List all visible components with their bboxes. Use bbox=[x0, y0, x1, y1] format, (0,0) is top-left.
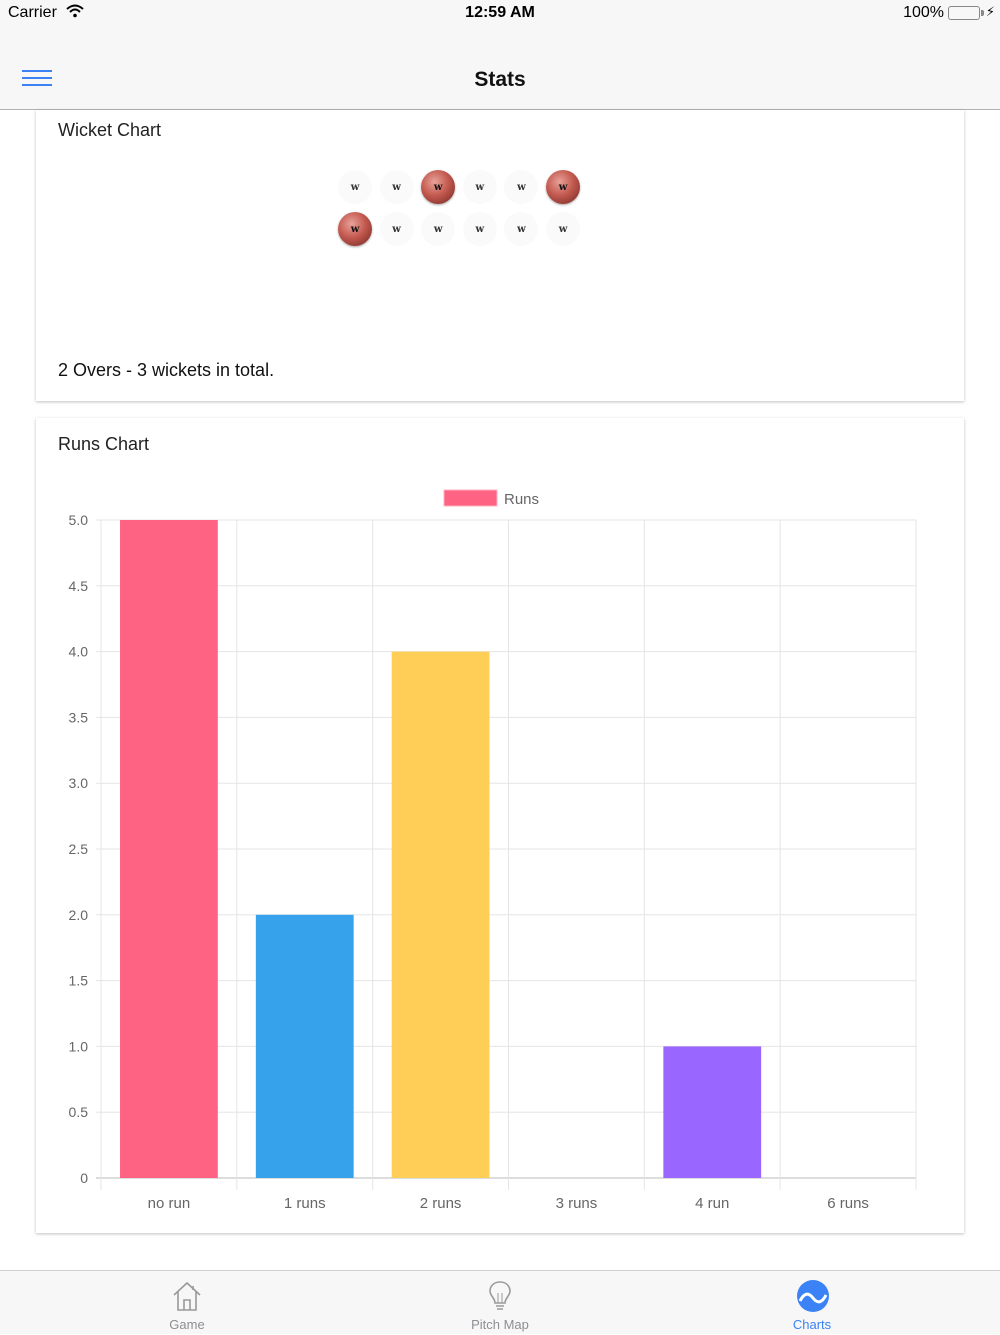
battery-icon bbox=[948, 6, 980, 20]
bar-4-run bbox=[663, 1046, 762, 1178]
y-tick-label: 4.5 bbox=[69, 578, 89, 594]
dot-ball: w bbox=[462, 212, 497, 246]
y-tick-label: 0 bbox=[80, 1170, 88, 1186]
dot-ball: w bbox=[379, 212, 414, 246]
charging-icon: ⚡ bbox=[985, 4, 995, 19]
x-tick-label: no run bbox=[148, 1195, 191, 1212]
x-tick-label: 4 run bbox=[695, 1195, 729, 1212]
y-tick-label: 3.5 bbox=[69, 709, 89, 725]
y-tick-label: 3.0 bbox=[69, 775, 89, 791]
lightbulb-icon bbox=[484, 1279, 516, 1313]
dot-ball: w bbox=[379, 170, 414, 204]
tab-game-label: Game bbox=[169, 1317, 205, 1332]
y-tick-label: 0.5 bbox=[69, 1104, 89, 1120]
menu-icon[interactable] bbox=[22, 70, 52, 90]
x-tick-label: 2 runs bbox=[420, 1195, 462, 1212]
runs-chart-title: Runs Chart bbox=[58, 434, 150, 454]
x-tick-label: 3 runs bbox=[556, 1195, 598, 1212]
x-tick-label: 6 runs bbox=[827, 1195, 869, 1212]
tab-pitch-map[interactable]: Pitch Map bbox=[400, 1271, 600, 1335]
dot-ball: w bbox=[338, 170, 372, 204]
y-tick-label: 1.5 bbox=[69, 973, 89, 989]
carrier-label: Carrier bbox=[8, 4, 57, 21]
wifi-icon bbox=[66, 4, 84, 23]
dot-ball: w bbox=[421, 212, 456, 246]
x-tick-label: 1 runs bbox=[284, 1195, 326, 1212]
y-tick-label: 1.0 bbox=[69, 1038, 89, 1054]
y-tick-label: 4.0 bbox=[69, 644, 89, 660]
charts-icon bbox=[796, 1279, 829, 1313]
status-time: 12:59 AM bbox=[465, 4, 535, 21]
navigation-bar: Stats bbox=[0, 26, 1000, 110]
bar-2-runs bbox=[391, 651, 490, 1178]
dot-ball: w bbox=[504, 170, 539, 204]
home-icon bbox=[171, 1279, 203, 1313]
tab-game[interactable]: Game bbox=[87, 1271, 287, 1335]
wicket-ball: w bbox=[546, 170, 580, 204]
page-title: Stats bbox=[474, 68, 526, 91]
wicket-chart-title: Wicket Chart bbox=[58, 120, 162, 140]
dot-ball: w bbox=[504, 212, 539, 246]
legend-label: Runs bbox=[504, 491, 539, 508]
runs-chart-card: Runs Chart Runs 5.0 4.5 4.0 3.5 3.0 2.5 2.0 1.5 1… bbox=[36, 418, 964, 1233]
dot-ball: w bbox=[546, 212, 580, 246]
battery-percent: 100% bbox=[903, 4, 944, 21]
legend-swatch bbox=[443, 489, 498, 507]
wicket-ball: w bbox=[338, 212, 372, 246]
y-tick-label: 2.0 bbox=[69, 907, 89, 923]
tab-charts-label: Charts bbox=[792, 1317, 832, 1332]
tab-bar: Game Pitch Map Charts bbox=[0, 1270, 1000, 1334]
tab-pitch-map-label: Pitch Map bbox=[471, 1317, 529, 1332]
battery-nub bbox=[981, 10, 984, 16]
dot-ball: w bbox=[462, 170, 497, 204]
bar-no-run bbox=[120, 520, 218, 1178]
y-tick-label: 5.0 bbox=[69, 512, 89, 528]
y-tick-label: 2.5 bbox=[69, 841, 89, 857]
wicket-summary: 2 Overs - 3 wickets in total. bbox=[58, 360, 275, 380]
runs-bar-chart: Runs 5.0 4.5 4.0 3.5 3.0 2.5 2.0 1.5 1.0 0.5 0 no ru… bbox=[69, 489, 917, 1212]
status-bar: Carrier 12:59 AM 100% ⚡ bbox=[0, 0, 1000, 26]
tab-charts[interactable]: Charts bbox=[712, 1271, 912, 1335]
bar-1-runs bbox=[255, 914, 354, 1178]
wicket-ball: w bbox=[421, 170, 456, 204]
